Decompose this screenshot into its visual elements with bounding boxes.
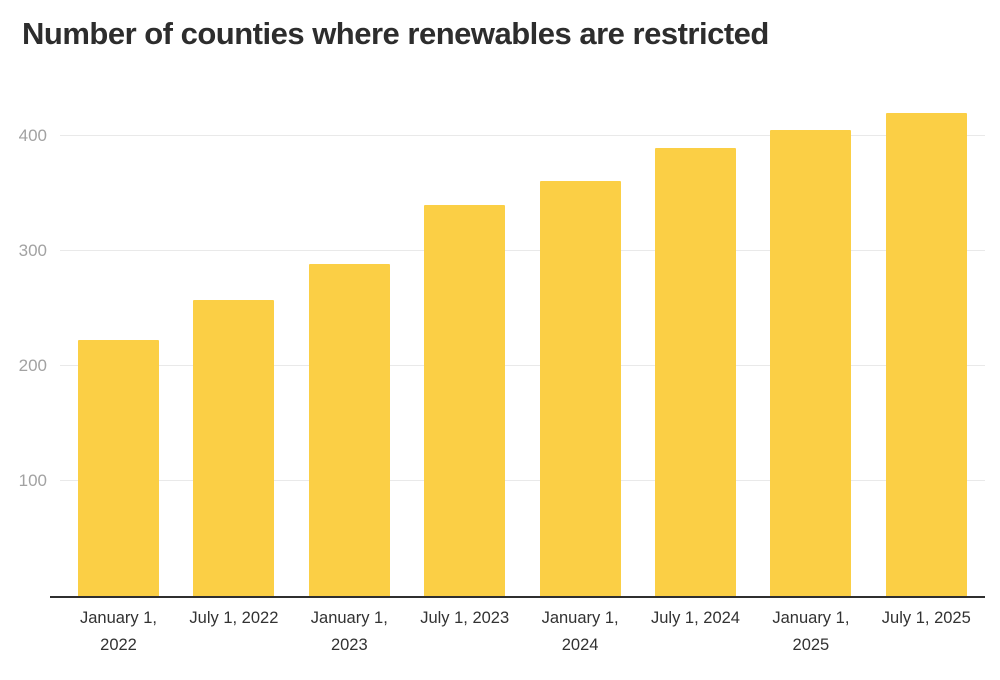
- x-axis: January 1, 2022 July 1, 2022 January 1, 20…: [50, 605, 985, 669]
- y-tick-label: 300: [18, 241, 47, 260]
- bar: [78, 339, 159, 596]
- bar: [193, 300, 275, 596]
- y-axis: 100 200 300 400: [0, 90, 47, 596]
- x-tick-label: January 1, 2023: [310, 609, 388, 654]
- x-tick-label: January 1, 2024: [541, 609, 619, 654]
- y-tick-label: 200: [18, 356, 47, 375]
- y-tick-label: 100: [18, 471, 47, 490]
- x-tick-label: January 1, 2025: [772, 609, 850, 654]
- y-tick-label: 400: [18, 126, 47, 145]
- bar: [885, 113, 967, 596]
- bar: [424, 205, 506, 596]
- x-tick-label: January 1, 2022: [79, 609, 158, 654]
- gridline: [60, 480, 985, 481]
- x-tick-label: July 1, 2024: [651, 609, 740, 627]
- gridline: [60, 135, 985, 136]
- plot-area: [50, 90, 985, 598]
- chart-title: Number of counties where renewables are …: [22, 16, 769, 51]
- bar: [308, 263, 390, 596]
- bar: [655, 147, 736, 596]
- x-tick-label: July 1, 2023: [420, 609, 510, 627]
- bar: [770, 130, 852, 596]
- bar: [539, 180, 621, 596]
- gridline: [60, 365, 985, 366]
- x-tick-label: July 1, 2025: [881, 609, 971, 627]
- x-tick-label: July 1, 2022: [189, 609, 279, 627]
- gridline: [60, 250, 985, 251]
